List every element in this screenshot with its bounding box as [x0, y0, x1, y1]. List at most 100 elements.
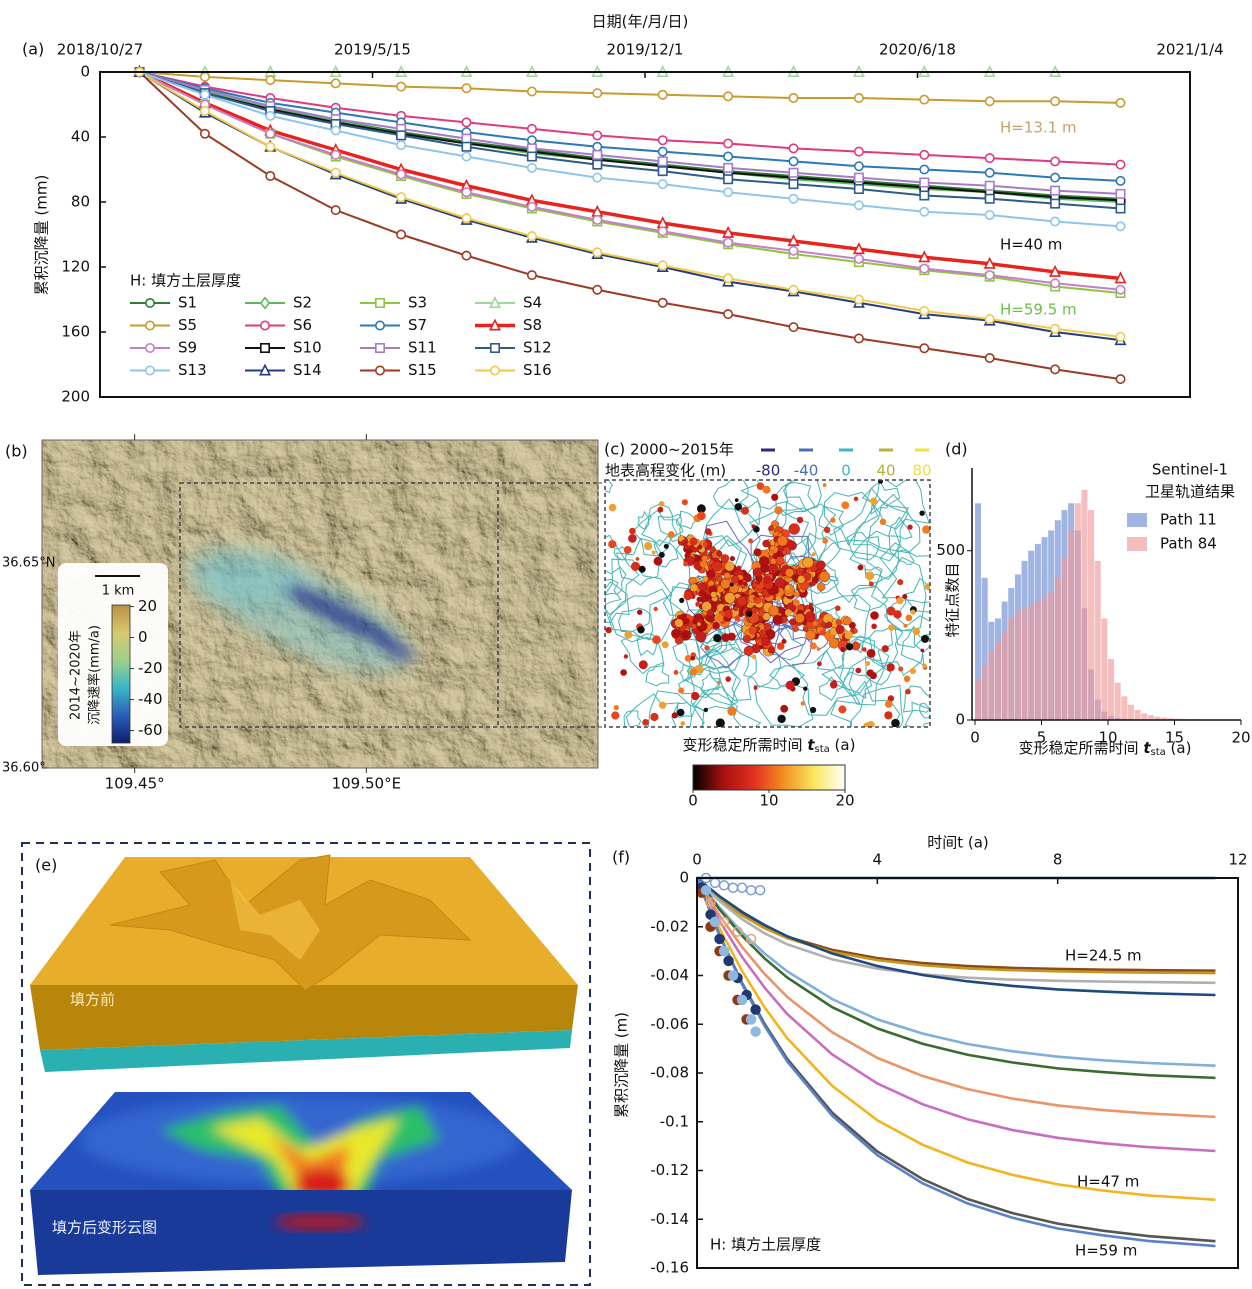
marker [722, 225, 735, 238]
panel-label: (c) [604, 440, 625, 459]
x-tick-label: 8 [1053, 851, 1063, 869]
deformation-point [734, 503, 742, 511]
bar [981, 665, 988, 720]
marker [723, 309, 734, 320]
observed-point [709, 916, 721, 928]
deformation-point [807, 568, 811, 573]
deformation-point [871, 623, 877, 630]
marker [1049, 264, 1062, 277]
marker [1050, 323, 1061, 334]
marker [723, 187, 734, 198]
deformation-point [661, 641, 669, 649]
marker [489, 365, 500, 376]
deformation-point [830, 517, 836, 523]
deformation-point [605, 626, 612, 634]
marker [1050, 198, 1061, 209]
deformation-point [789, 618, 797, 626]
deformation-point [763, 623, 772, 631]
marker [723, 162, 734, 173]
legend-label: S6 [293, 316, 312, 334]
series-line [139, 71, 1121, 182]
deformation-point [893, 610, 902, 619]
contour [623, 710, 642, 727]
colorbar-title-unit: (a) [830, 736, 856, 754]
deformation-point [891, 718, 900, 727]
contour [691, 686, 762, 727]
deformation-point [697, 544, 703, 550]
marker [374, 365, 385, 376]
marker [657, 226, 668, 237]
marker [853, 333, 864, 344]
deformation-point [756, 482, 765, 491]
deformation-point [733, 606, 739, 612]
observed-point [723, 955, 734, 967]
deformation-point [857, 564, 864, 571]
deformation-point [689, 615, 694, 621]
marker [984, 352, 995, 363]
deformation-point [796, 516, 804, 524]
deformation-point [805, 629, 816, 641]
y-tick-label: 36.65°N [2, 556, 55, 571]
deformation-point [862, 647, 867, 652]
marker [374, 320, 385, 331]
deformation-point [870, 497, 878, 505]
annotation: H=47 m [1077, 1173, 1139, 1191]
bar [1074, 503, 1081, 720]
deformation-point [650, 712, 659, 722]
panel-label: (a) [22, 40, 44, 59]
deformation-point [700, 560, 707, 568]
x-tick-label: 2020/6/18 [879, 41, 956, 59]
panel-label: (f) [612, 848, 630, 867]
colorbar-tick-label: 20 [138, 597, 157, 615]
colorbar-title-sub: sta [815, 744, 830, 755]
deformation-point [716, 550, 722, 557]
colorbar [692, 764, 846, 791]
deformation-point [886, 606, 896, 616]
x-tick-label: 2018/10/27 [57, 41, 143, 59]
observed-point [754, 884, 766, 896]
marker [657, 166, 668, 177]
marker [853, 294, 864, 305]
deformation-point [623, 546, 632, 554]
contour [609, 588, 674, 643]
marker [1115, 159, 1126, 170]
deformation-point [835, 624, 845, 634]
observed-point [700, 884, 712, 896]
deformation-point [736, 596, 747, 607]
series-line [695, 877, 1216, 1080]
deformation-point [671, 628, 681, 638]
contour [842, 671, 873, 699]
deformation-point [768, 605, 780, 617]
deformation-point [734, 498, 739, 502]
marker [919, 206, 930, 217]
deformation-point [748, 538, 753, 544]
contour [637, 510, 653, 531]
deformation-point [753, 685, 758, 690]
marker [984, 153, 995, 164]
deformation-point [865, 661, 871, 666]
colorbar [111, 604, 131, 744]
deformation-point [777, 532, 783, 538]
deformation-point [709, 546, 716, 553]
marker [723, 151, 734, 162]
y-tick-label: -0.02 [650, 917, 689, 935]
contour [700, 672, 720, 695]
bar [1054, 577, 1061, 720]
series-line [139, 71, 1121, 291]
marker [374, 297, 385, 308]
marker [526, 270, 537, 281]
marker [145, 365, 156, 376]
y-tick-label: 80 [71, 193, 90, 211]
contour [816, 636, 874, 685]
deformation-point [712, 621, 720, 630]
deformation-point [690, 623, 697, 630]
series-line [138, 70, 1121, 281]
contour-legend-label: 80 [912, 462, 931, 480]
deformation-point [720, 554, 730, 563]
deformation-point [703, 707, 708, 713]
marker [1115, 331, 1126, 342]
deformation-point [653, 606, 658, 612]
deformation-point [793, 591, 800, 598]
deformation-point [813, 621, 818, 626]
deformation-point [792, 625, 799, 632]
